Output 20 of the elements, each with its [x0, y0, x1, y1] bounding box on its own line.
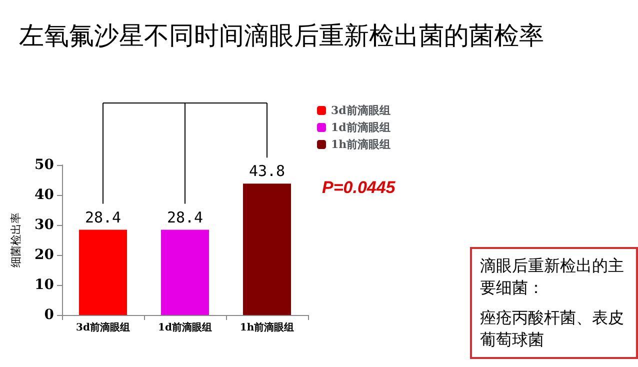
data-label: 43.8: [248, 162, 286, 180]
y-tick-label: 10: [34, 277, 54, 293]
chart-title: 左氧氟沙星不同时间滴眼后重新检出菌的菌检率: [19, 21, 544, 50]
legend-label: 3d前滴眼组: [331, 104, 390, 117]
text: P=0.0445: [322, 178, 396, 198]
y-tick-label: 0: [44, 307, 54, 323]
data-label: 28.4: [166, 208, 204, 226]
y-tick-label: 50: [34, 157, 54, 173]
text: 滴眼后重新检出的主要细菌：: [480, 255, 625, 299]
y-axis-title: 细菌检出率: [10, 212, 22, 268]
y-tick-label: 20: [34, 247, 54, 263]
text: 痤疮丙酸杆菌、表皮葡萄球菌: [480, 307, 625, 351]
data-label: 28.4: [84, 208, 122, 226]
legend-label: 1h前滴眼组: [331, 138, 391, 151]
x-tick-label: 1h前滴眼组: [240, 322, 294, 334]
x-tick-label: 1d前滴眼组: [158, 322, 212, 334]
x-tick-label: 3d前滴眼组: [76, 322, 130, 334]
y-tick-label: 40: [34, 187, 54, 203]
legend-label: 1d前滴眼组: [331, 121, 390, 134]
y-tick-label: 30: [34, 217, 54, 233]
